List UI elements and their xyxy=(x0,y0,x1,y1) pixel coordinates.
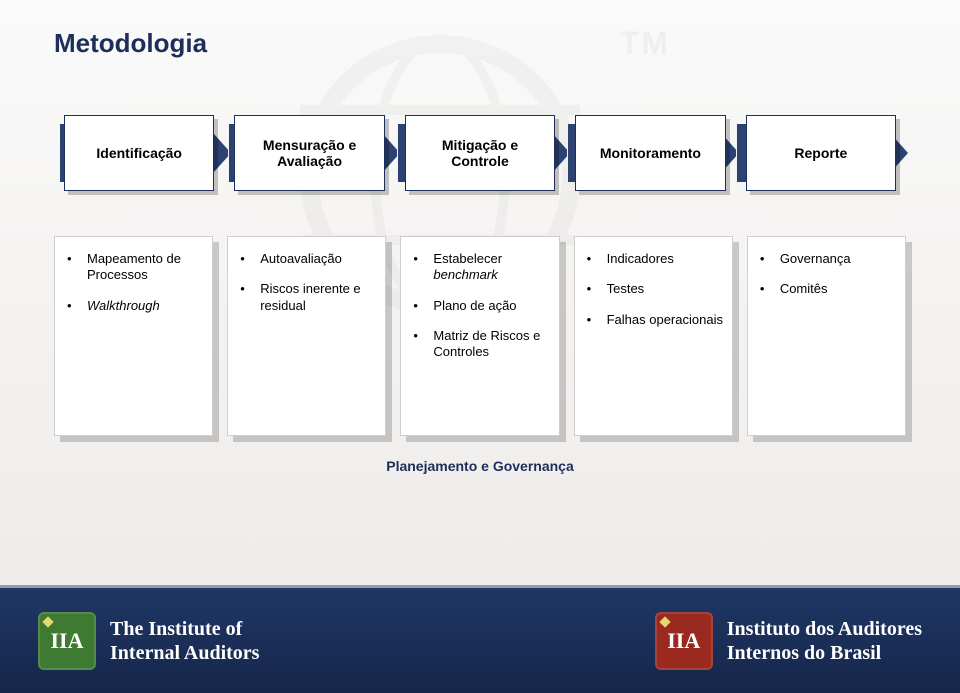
detail-bullet: Testes xyxy=(601,281,724,297)
detail-card: Estabelecer benchmark Plano de ação Matriz… xyxy=(400,236,559,436)
footer-left-line1: The Institute of xyxy=(110,617,259,641)
step-label: Identificação xyxy=(96,145,182,161)
detail-bullet: Walkthrough xyxy=(81,298,204,314)
process-chevron-row: Identificação Mensuração e Avaliação Mit… xyxy=(54,112,906,194)
step-box-3: Mitigação e Controle xyxy=(405,115,555,191)
step-box-4: Monitoramento xyxy=(575,115,725,191)
footer-right-line2: Internos do Brasil xyxy=(727,641,922,665)
footer-right-line1: Instituto dos Auditores xyxy=(727,617,922,641)
detail-bullet: Matriz de Riscos e Controles xyxy=(427,328,550,361)
detail-columns: Mapeamento de Processos Walkthrough Autoav… xyxy=(54,236,906,436)
detail-card: Autoavaliação Riscos inerente e residual xyxy=(227,236,386,436)
footer-left-line2: Internal Auditors xyxy=(110,641,259,665)
footer-right-logo: IIA Instituto dos Auditores Internos do … xyxy=(655,612,922,670)
detail-bullet: Plano de ação xyxy=(427,298,550,314)
step-label: Reporte xyxy=(794,145,847,161)
detail-bullet: Riscos inerente e residual xyxy=(254,281,377,314)
detail-bullet: Comitês xyxy=(774,281,897,297)
iia-badge-right: IIA xyxy=(655,612,713,670)
detail-bullet: Indicadores xyxy=(601,251,724,267)
step-box-1: Identificação xyxy=(64,115,214,191)
footer-left-logo: IIA The Institute of Internal Auditors xyxy=(38,612,259,670)
badge-text: IIA xyxy=(50,628,83,654)
caption: Planejamento e Governança xyxy=(0,458,960,474)
detail-bullet: Mapeamento de Processos xyxy=(81,251,204,284)
step-label: Monitoramento xyxy=(600,145,701,161)
page-title: Metodologia xyxy=(54,28,207,59)
step-label: Mensuração e Avaliação xyxy=(241,137,377,169)
detail-card: Indicadores Testes Falhas operacionais xyxy=(574,236,733,436)
footer-bar: IIA The Institute of Internal Auditors I… xyxy=(0,585,960,693)
detail-card: Governança Comitês xyxy=(747,236,906,436)
iia-badge-left: IIA xyxy=(38,612,96,670)
footer-left-text: The Institute of Internal Auditors xyxy=(110,617,259,665)
detail-bullet: Governança xyxy=(774,251,897,267)
badge-text: IIA xyxy=(667,628,700,654)
detail-bullet: Estabelecer benchmark xyxy=(427,251,550,284)
step-box-2: Mensuração e Avaliação xyxy=(234,115,384,191)
footer-right-text: Instituto dos Auditores Internos do Bras… xyxy=(727,617,922,665)
detail-card: Mapeamento de Processos Walkthrough xyxy=(54,236,213,436)
watermark-tm: TM xyxy=(620,25,670,62)
detail-bullet: Falhas operacionais xyxy=(601,312,724,328)
step-label: Mitigação e Controle xyxy=(412,137,548,169)
detail-bullet: Autoavaliação xyxy=(254,251,377,267)
step-box-5: Reporte xyxy=(746,115,896,191)
